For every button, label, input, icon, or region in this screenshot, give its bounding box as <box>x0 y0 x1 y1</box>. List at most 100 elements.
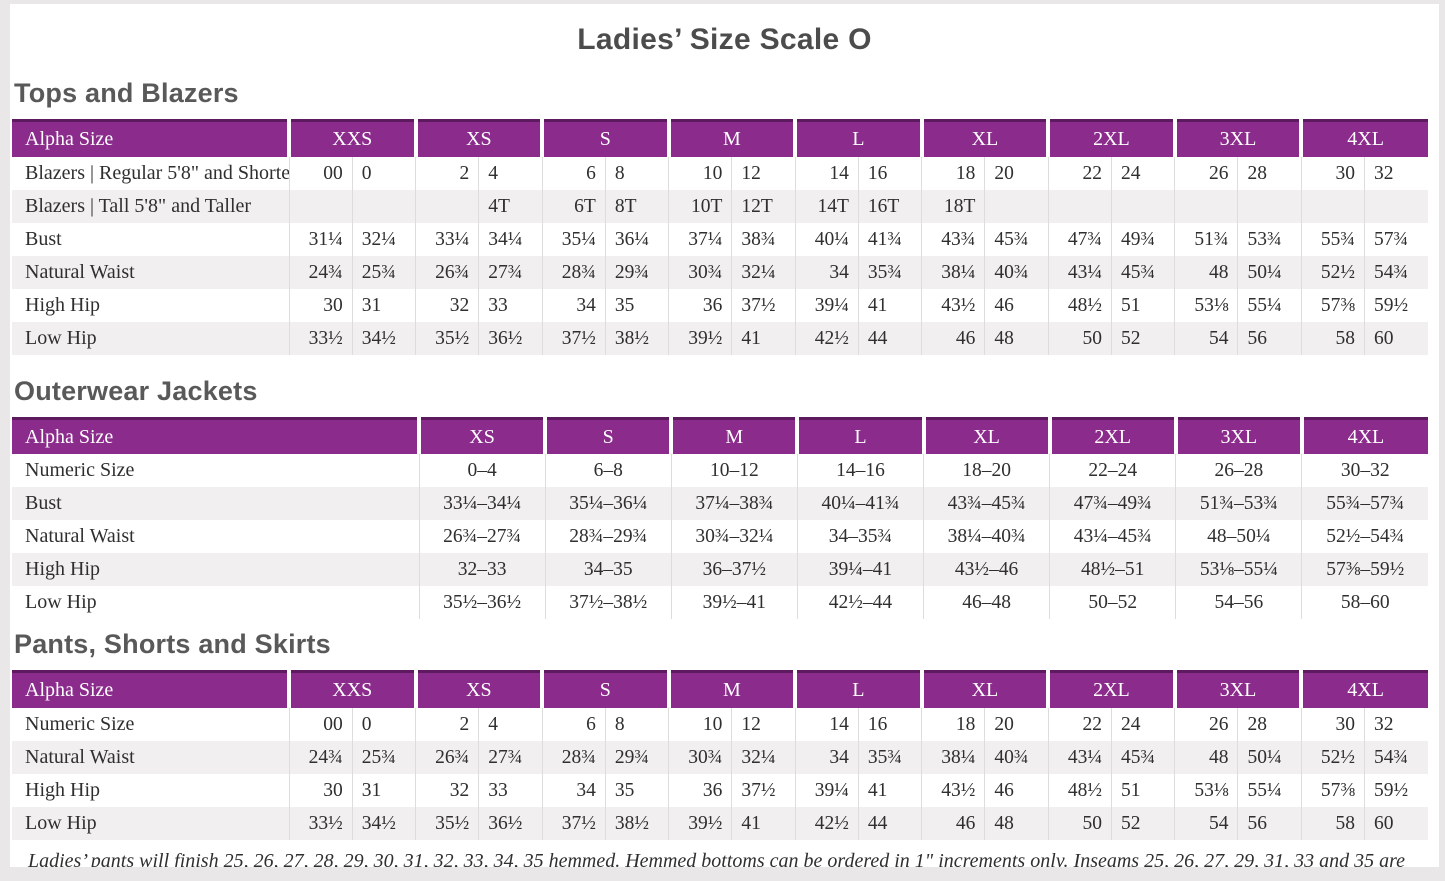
size-value-cell: 54¾ <box>1364 255 1428 289</box>
table-row: Natural Waist 26¾–27¾ 28¾–29¾ 30¾–32¼ 34–35¾… <box>12 520 1428 553</box>
size-value-cell: 14 <box>794 707 859 741</box>
size-value-cell: 38¾ <box>731 222 796 256</box>
table-row: Low Hip 35½–36½ 37½–38½ 39½–41 42½–44 46–48 50… <box>12 586 1428 619</box>
size-value-cell: 6–8 <box>544 454 672 487</box>
size-header-cell: L <box>793 119 922 157</box>
size-value-cell: 26 <box>1174 707 1238 741</box>
table-section-1: Outerwear Jackets Alpha Size XS S M L XL 2XL 3XL… <box>10 375 1439 619</box>
row-label-cell: High Hip <box>25 558 100 580</box>
size-value-cell: 59½ <box>1364 288 1428 322</box>
size-header-cell: M <box>666 119 796 157</box>
size-header-cell: 4XL <box>1299 670 1428 708</box>
size-header-cell: XXS <box>287 119 416 157</box>
table-section-0: Tops and Blazers Alpha Size XXS XS S M L XL 2XL 3… <box>10 77 1439 355</box>
size-value-cell: 43¾–45¾ <box>922 487 1050 520</box>
size-value-cell: 22 <box>1047 707 1112 741</box>
size-value-cell: 34–35 <box>544 553 672 586</box>
size-value-cell: 36½ <box>478 806 543 840</box>
size-value-cell <box>1047 189 1112 223</box>
size-header-cell: XXS <box>287 670 416 708</box>
size-value-cell: 26¾–27¾ <box>418 520 546 553</box>
size-header-cell: 4XL <box>1299 119 1428 157</box>
row-label-cell: Blazers | Regular 5'8" and Shorter <box>25 161 289 184</box>
table-row: Low Hip 33½ 34½ 35½ 36½ 37½ 38½ 39½ 41 42½ 44 46 48 5… <box>12 806 1428 840</box>
size-value-cell: 39¼ <box>794 288 859 322</box>
size-header-cell: 3XL <box>1173 416 1302 454</box>
size-header-cell: S <box>543 416 672 454</box>
size-value-cell: 14T <box>794 189 859 223</box>
size-value-cell: 43¼ <box>1047 255 1112 289</box>
size-value-cell: 41 <box>731 806 796 840</box>
size-value-cell: 57¾ <box>1364 222 1428 256</box>
row-label-cell: Bust <box>25 492 62 514</box>
size-value-cell: 52½ <box>1300 255 1365 289</box>
size-value-cell: 45¾ <box>1110 740 1175 774</box>
size-value-cell: 40¼–41¾ <box>796 487 924 520</box>
size-value-cell: 34½ <box>351 806 416 840</box>
size-value-cell: 30 <box>1300 707 1365 741</box>
size-value-cell: 6T <box>541 189 606 223</box>
size-value-cell: 6 <box>541 707 606 741</box>
size-value-cell: 50–52 <box>1049 586 1176 619</box>
size-value-cell: 26 <box>1174 156 1238 190</box>
size-value-cell: 43½ <box>921 288 985 322</box>
size-value-cell: 26–28 <box>1175 454 1302 487</box>
size-value-cell: 0 <box>351 707 416 741</box>
size-value-cell: 29¾ <box>604 255 669 289</box>
size-value-cell: 46–48 <box>922 586 1050 619</box>
size-value-cell: 42½–44 <box>796 586 924 619</box>
size-value-cell <box>415 189 479 223</box>
size-value-cell: 18 <box>921 707 985 741</box>
size-value-cell: 43¼–45¾ <box>1049 520 1176 553</box>
size-value-cell: 58–60 <box>1301 586 1428 619</box>
size-value-cell: 00 <box>288 156 353 190</box>
size-value-cell: 42½ <box>794 806 859 840</box>
size-value-cell: 46 <box>921 806 985 840</box>
size-value-cell: 8T <box>604 189 669 223</box>
size-value-cell: 48 <box>1174 255 1238 289</box>
size-value-cell: 30¾ <box>668 255 732 289</box>
size-value-cell: 44 <box>857 806 922 840</box>
size-value-cell: 30–32 <box>1301 454 1428 487</box>
size-value-cell: 24¾ <box>288 740 353 774</box>
row-label-cell: Blazers | Tall 5'8" and Taller <box>25 194 252 217</box>
size-value-cell: 38¼ <box>921 255 985 289</box>
size-header-cell: S <box>540 670 669 708</box>
size-value-cell: 50¼ <box>1237 255 1302 289</box>
size-value-cell: 36¼ <box>604 222 669 256</box>
size-value-cell: 36–37½ <box>670 553 798 586</box>
size-value-cell: 39¼ <box>794 773 859 807</box>
size-value-cell: 43¼ <box>1047 740 1112 774</box>
size-value-cell: 56 <box>1237 321 1302 355</box>
size-header-cell: XL <box>919 670 1049 708</box>
size-value-cell: 53⅛ <box>1174 288 1238 322</box>
size-header-cell: M <box>666 670 796 708</box>
size-value-cell: 41 <box>857 288 922 322</box>
size-value-cell: 50 <box>1047 321 1112 355</box>
size-value-cell: 35½ <box>415 321 479 355</box>
size-value-cell: 40¾ <box>984 740 1049 774</box>
row-label-cell: High Hip <box>25 293 100 316</box>
size-value-cell: 53⅛ <box>1174 773 1238 807</box>
size-value-cell: 16 <box>857 156 922 190</box>
size-value-cell: 55¾ <box>1300 222 1365 256</box>
size-value-cell: 47¾ <box>1047 222 1112 256</box>
size-value-cell: 49¾ <box>1110 222 1175 256</box>
size-value-cell: 22–24 <box>1049 454 1176 487</box>
size-table: Alpha Size XXS XS S M L XL 2XL 3XL 4XL Blazers | R… <box>12 119 1428 355</box>
table-row: Numeric Size 0–4 6–8 10–12 14–16 18–20 22–24 26… <box>12 454 1428 487</box>
table-row: Bust 31¼ 32¼ 33¼ 34¼ 35¼ 36¼ 37¼ 38¾ 40¼ 41¾ 43¾ 45¾… <box>12 222 1428 256</box>
size-value-cell: 39¼–41 <box>796 553 924 586</box>
size-header-cell: XS <box>413 670 543 708</box>
size-header-cell: 4XL <box>1299 416 1428 454</box>
size-value-cell: 39½ <box>668 321 732 355</box>
size-value-cell <box>1110 189 1175 223</box>
size-header-cell: 2XL <box>1047 416 1176 454</box>
size-value-cell: 51 <box>1110 288 1175 322</box>
size-value-cell <box>984 189 1049 223</box>
size-header-cell: XL <box>919 119 1049 157</box>
size-value-cell: 2 <box>415 707 479 741</box>
size-value-cell: 60 <box>1364 806 1428 840</box>
size-value-cell: 55¼ <box>1237 288 1302 322</box>
size-value-cell: 8 <box>604 707 669 741</box>
